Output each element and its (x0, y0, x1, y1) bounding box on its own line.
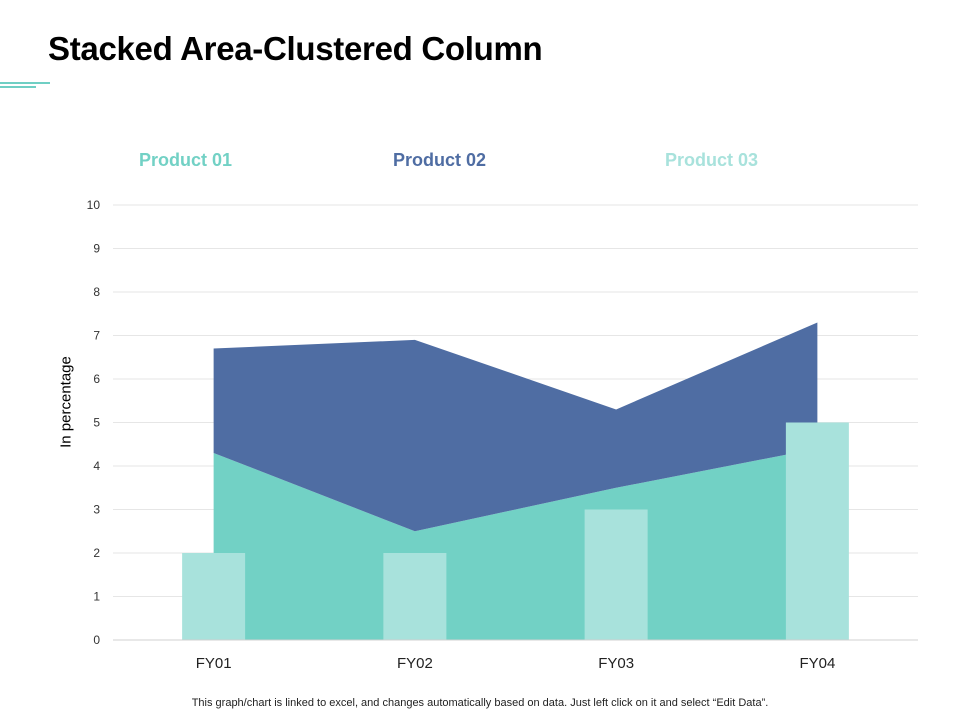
x-tick-label: FY01 (196, 655, 232, 672)
area-series-product-02 (213, 322, 818, 532)
bar-product-03 (383, 553, 447, 640)
area-series-product-01 (213, 448, 818, 640)
x-tick-label: FY04 (799, 655, 835, 672)
y-tick-label: 0 (93, 633, 100, 647)
y-tick-label: 9 (93, 242, 100, 256)
x-tick-label: FY03 (598, 655, 634, 672)
y-tick-label: 10 (87, 198, 101, 212)
y-tick-label: 8 (93, 285, 100, 299)
bar-product-03 (182, 553, 246, 640)
x-tick-label: FY02 (397, 655, 433, 672)
page-title: Stacked Area-Clustered Column (48, 30, 543, 67)
legend-product-02: Product 02 (393, 150, 487, 170)
y-tick-label: 3 (93, 503, 100, 517)
title-accent-line (0, 82, 50, 84)
footnote: This graph/chart is linked to excel, and… (191, 697, 769, 709)
title-accent-line-secondary (0, 86, 36, 88)
y-tick-label: 5 (93, 416, 100, 430)
y-tick-label: 7 (93, 329, 100, 343)
y-tick-label: 6 (93, 372, 100, 386)
y-tick-label: 4 (93, 459, 100, 473)
bar-product-03 (584, 509, 648, 640)
legend-product-01: Product 01 (139, 150, 233, 170)
y-tick-label: 1 (93, 590, 100, 604)
legend-product-03: Product 03 (665, 150, 759, 170)
bar-product-03 (785, 422, 849, 640)
y-tick-label: 2 (93, 546, 100, 560)
